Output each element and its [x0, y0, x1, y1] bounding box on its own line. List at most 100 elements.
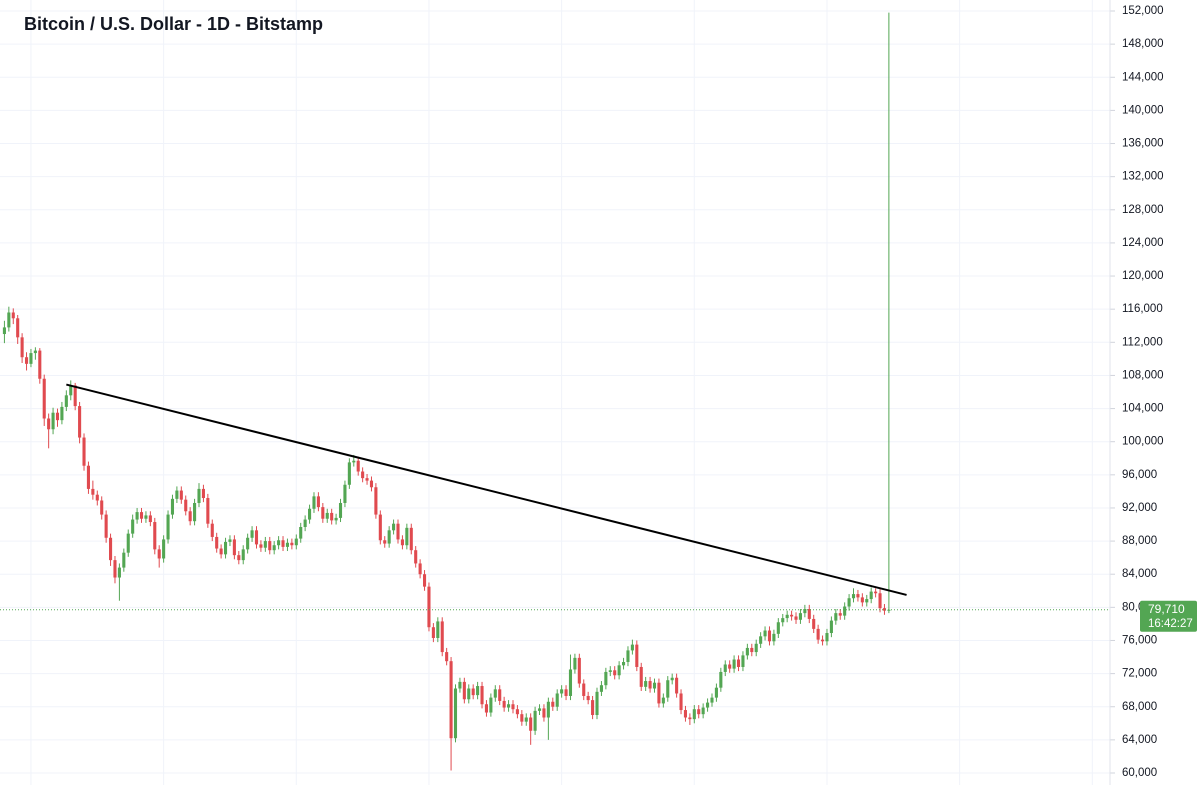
candle-body: [445, 652, 449, 662]
candle-body: [462, 681, 466, 700]
candle-body: [493, 689, 497, 698]
candle-body: [679, 693, 683, 711]
candle-body: [281, 540, 285, 547]
candle-body: [20, 337, 24, 358]
candle-body: [206, 498, 210, 524]
candle-body: [312, 496, 316, 509]
candle-body: [692, 709, 696, 720]
candle-body: [392, 523, 396, 531]
candle-body: [201, 488, 205, 499]
y-tick-label: 64,000: [1122, 734, 1157, 746]
candle-body: [507, 704, 511, 708]
candle-body: [471, 688, 475, 696]
candle-body: [64, 395, 68, 407]
candle-body: [524, 717, 528, 722]
candle-body: [431, 627, 435, 638]
y-tick-label: 124,000: [1122, 237, 1164, 249]
candle-body: [250, 530, 254, 538]
candle-body: [591, 700, 595, 716]
candle-body: [166, 514, 170, 540]
y-tick-label: 140,000: [1122, 104, 1164, 116]
trendline: [66, 383, 907, 596]
candle-body: [184, 499, 188, 512]
candle-body: [467, 688, 471, 700]
candle-body: [608, 670, 612, 672]
candle-body: [767, 630, 772, 642]
y-tick-label: 144,000: [1122, 71, 1164, 83]
candle-body: [675, 677, 679, 694]
candle-body: [122, 552, 126, 568]
candle-body: [621, 662, 626, 666]
candle-body: [400, 539, 404, 546]
candle-body: [144, 515, 148, 519]
candle-body: [422, 574, 427, 587]
y-tick-label: 76,000: [1122, 635, 1157, 647]
candle-body: [86, 465, 90, 489]
candle-body: [157, 549, 161, 559]
candle-body: [139, 512, 144, 519]
candle-body: [418, 563, 422, 575]
candle-body: [843, 606, 847, 616]
candle-body: [254, 530, 259, 545]
candle-body: [834, 613, 838, 621]
candle-body: [816, 628, 820, 640]
candle-body: [807, 609, 811, 619]
candle-body: [343, 484, 347, 503]
candle-body: [878, 593, 882, 609]
candle-body: [750, 647, 754, 653]
y-tick-label: 152,000: [1122, 5, 1164, 17]
candle-body: [577, 657, 581, 684]
candle-body: [290, 542, 294, 546]
candle-body: [55, 412, 60, 421]
candle-body: [732, 659, 736, 669]
candle-body: [613, 670, 617, 676]
candle-body: [573, 657, 577, 670]
candle-body: [414, 550, 418, 564]
y-tick-label: 108,000: [1122, 369, 1164, 381]
candle-body: [308, 508, 312, 520]
y-tick-label: 116,000: [1122, 303, 1163, 315]
y-tick-label: 68,000: [1122, 701, 1157, 713]
y-tick-label: 104,000: [1122, 403, 1164, 415]
candle-body: [790, 614, 794, 617]
candle-body: [95, 494, 99, 501]
candle-body: [710, 697, 714, 703]
candle-body: [170, 498, 175, 515]
candle-body: [635, 644, 639, 667]
candle-body: [299, 527, 303, 539]
candle-body: [803, 609, 807, 614]
candle-body: [546, 701, 550, 718]
candle-body: [533, 710, 537, 731]
candle-body: [361, 471, 365, 479]
candle-body: [529, 717, 533, 731]
candle-body: [16, 318, 20, 338]
candle-body: [706, 702, 710, 708]
last-price-label: 79,710: [1148, 602, 1185, 616]
candle-body: [60, 406, 64, 421]
candle-body: [480, 686, 484, 705]
candle-body: [69, 385, 73, 396]
last-price-time: 16:42:27: [1148, 618, 1193, 630]
candle-body: [701, 707, 705, 715]
chart-title: Bitcoin / U.S. Dollar - 1D - Bitstamp: [24, 14, 323, 34]
candle-body: [100, 500, 104, 515]
candle-body: [741, 655, 745, 667]
candle-body: [321, 507, 325, 519]
candle-body: [193, 502, 197, 522]
candle-body: [489, 697, 493, 713]
candle-body: [639, 666, 643, 687]
candle-body: [865, 599, 869, 603]
candle-body: [648, 681, 652, 689]
candle-body: [821, 639, 825, 642]
candle-body: [29, 353, 33, 364]
candle-body: [113, 560, 117, 578]
candle-body: [869, 591, 873, 600]
candle-body: [175, 490, 179, 499]
candle-body: [785, 614, 789, 619]
y-tick-label: 72,000: [1122, 668, 1157, 680]
candle-body: [51, 412, 55, 430]
candle-body: [246, 537, 250, 550]
candle-body: [560, 689, 564, 694]
candle-body: [754, 643, 758, 653]
